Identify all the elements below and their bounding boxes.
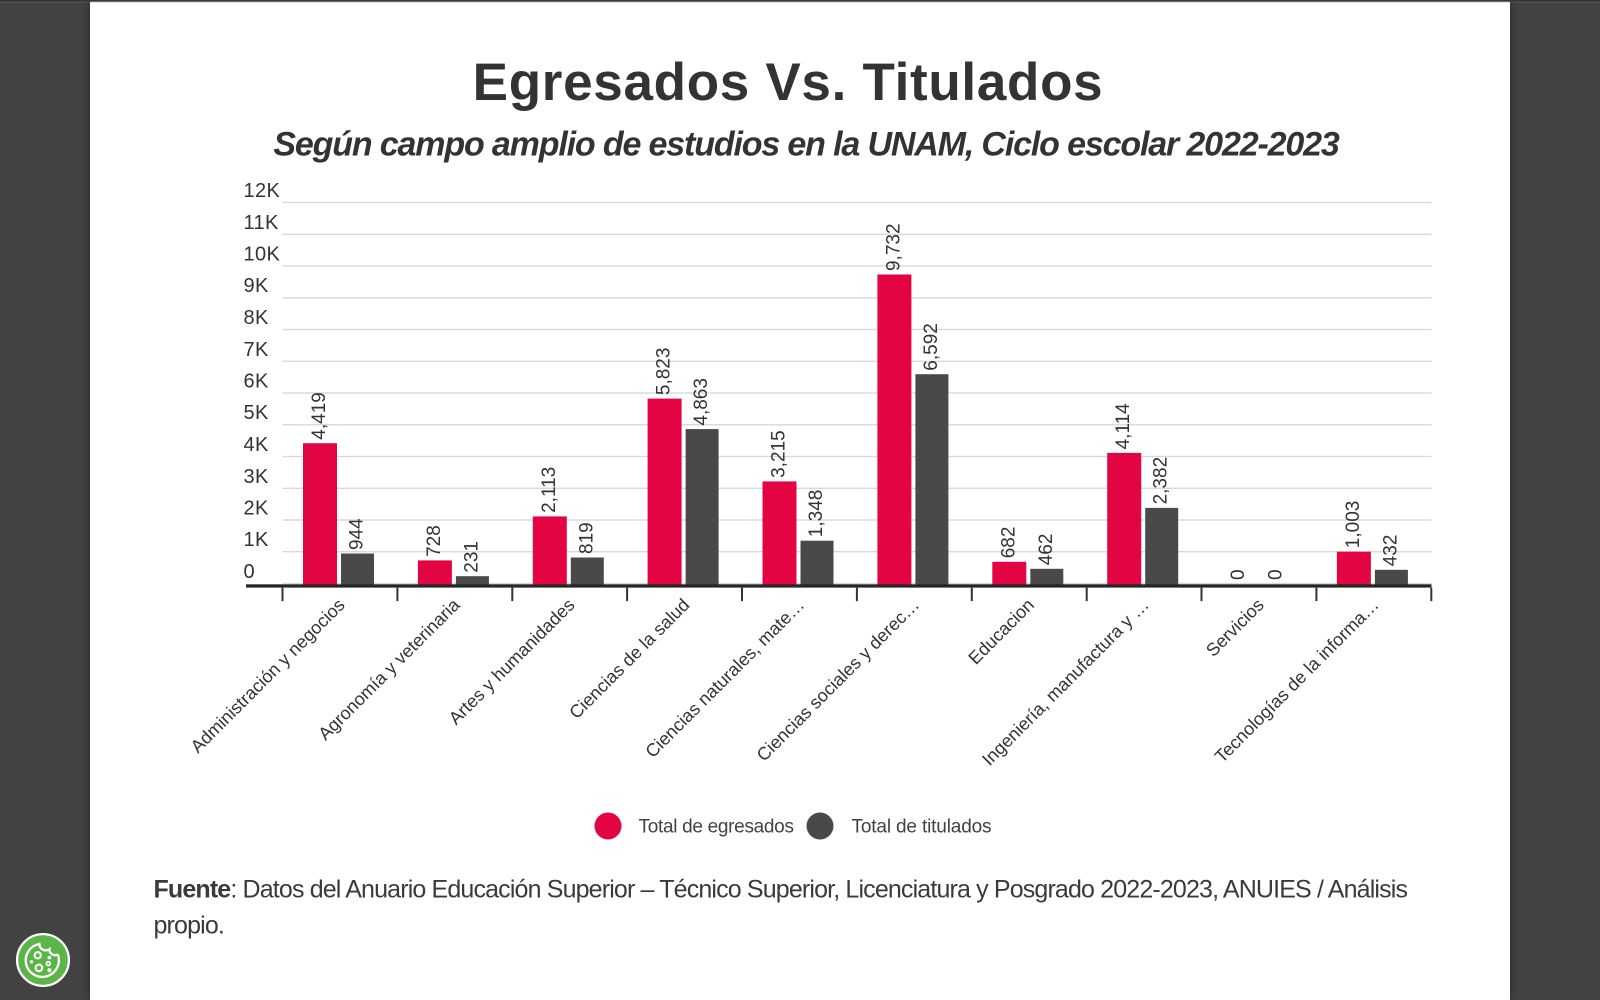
- svg-text:4,863: 4,863: [691, 378, 712, 426]
- svg-text:944: 944: [347, 518, 368, 550]
- svg-text:0: 0: [1228, 569, 1249, 580]
- svg-text:7K: 7K: [244, 339, 270, 361]
- svg-text:Educacion: Educacion: [964, 595, 1038, 669]
- svg-text:Servicios: Servicios: [1202, 595, 1268, 661]
- svg-text:Según campo amplio de estudios: Según campo amplio de estudios en la UNA…: [273, 125, 1340, 163]
- svg-text:6,592: 6,592: [921, 323, 942, 371]
- svg-text:5K: 5K: [244, 402, 270, 424]
- svg-text:432: 432: [1380, 535, 1401, 567]
- svg-text:231: 231: [461, 541, 482, 573]
- svg-text:6K: 6K: [244, 371, 270, 393]
- svg-text:Fuente: Datos del Anuario Educ: Fuente: Datos del Anuario Educación Supe…: [154, 876, 1408, 904]
- svg-text:1,348: 1,348: [806, 490, 827, 538]
- svg-text:11K: 11K: [244, 212, 280, 234]
- svg-text:3K: 3K: [244, 466, 270, 488]
- svg-text:Total de egresados: Total de egresados: [639, 817, 794, 838]
- svg-text:4,419: 4,419: [309, 392, 330, 440]
- svg-text:1K: 1K: [244, 529, 270, 551]
- svg-text:1,003: 1,003: [1343, 501, 1364, 549]
- svg-text:Artes y humanidades: Artes y humanidades: [445, 595, 579, 729]
- svg-text:10K: 10K: [244, 244, 281, 266]
- svg-text:Ciencias de la salud: Ciencias de la salud: [565, 595, 693, 723]
- svg-text:0: 0: [244, 561, 256, 583]
- svg-text:2K: 2K: [244, 498, 270, 520]
- svg-text:8K: 8K: [244, 307, 270, 329]
- svg-text:682: 682: [998, 527, 1019, 559]
- svg-text:5,823: 5,823: [654, 348, 675, 396]
- svg-text:728: 728: [424, 525, 445, 557]
- svg-text:4K: 4K: [244, 434, 270, 456]
- svg-text:12K: 12K: [244, 180, 281, 202]
- svg-text:Total de titulados: Total de titulados: [852, 817, 992, 838]
- svg-text:9,732: 9,732: [883, 223, 904, 271]
- svg-text:2,113: 2,113: [539, 467, 560, 513]
- svg-text:0: 0: [1266, 569, 1287, 580]
- svg-text:462: 462: [1036, 534, 1057, 566]
- svg-text:819: 819: [576, 522, 597, 554]
- svg-text:2,382: 2,382: [1151, 457, 1172, 505]
- svg-text:Egresados Vs. Titulados: Egresados Vs. Titulados: [473, 53, 1104, 112]
- svg-text:propio.: propio.: [154, 911, 225, 939]
- svg-text:4,114: 4,114: [1113, 403, 1134, 450]
- svg-text:9K: 9K: [244, 275, 270, 297]
- svg-text:3,215: 3,215: [769, 430, 790, 478]
